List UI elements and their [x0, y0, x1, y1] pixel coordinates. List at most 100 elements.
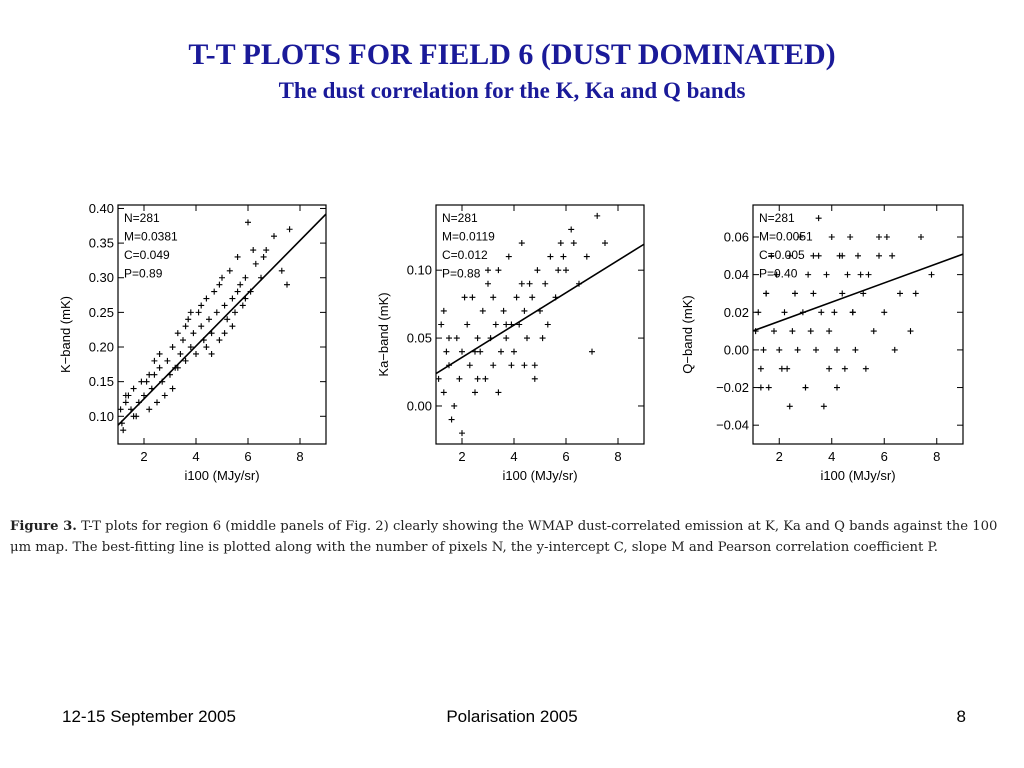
data-point [555, 267, 562, 274]
data-point [789, 328, 796, 335]
data-point [466, 362, 473, 369]
y-tick-label: 0.40 [89, 201, 114, 216]
data-point [857, 271, 864, 278]
y-axis-label: Ka−band (mK) [376, 292, 391, 376]
data-point [518, 280, 525, 287]
data-point [461, 294, 468, 301]
plot-frame [752, 204, 964, 445]
data-point [865, 271, 872, 278]
data-point [260, 253, 267, 260]
x-tick-label: 8 [614, 449, 621, 464]
data-point [849, 309, 856, 316]
data-point [602, 240, 608, 247]
data-point [757, 365, 764, 372]
data-point [513, 294, 520, 301]
data-point [122, 399, 129, 406]
plot-frame [435, 204, 645, 445]
data-point [813, 346, 819, 353]
data-point [234, 253, 241, 260]
data-point [242, 274, 249, 281]
data-point [187, 344, 194, 351]
data-point [446, 335, 452, 342]
figure-label: Figure 3. [10, 519, 77, 534]
data-point [563, 267, 569, 274]
data-point [482, 375, 489, 382]
data-point [284, 281, 290, 288]
data-point [839, 252, 846, 259]
data-point [229, 323, 236, 330]
stat-label: P=0.88 [442, 267, 481, 281]
data-point [169, 344, 176, 351]
data-point [852, 346, 859, 353]
data-point [490, 294, 497, 301]
data-point [547, 253, 554, 260]
data-point [185, 316, 192, 323]
x-tick-label: 6 [562, 449, 569, 464]
data-point [216, 337, 223, 344]
data-point [508, 362, 515, 369]
data-point [847, 233, 854, 240]
data-point [755, 309, 762, 316]
data-point [834, 346, 840, 353]
data-point [221, 330, 228, 337]
data-point [459, 430, 465, 437]
data-point [889, 252, 896, 259]
data-point [250, 247, 257, 254]
data-point [784, 365, 791, 372]
stat-label: M=0.0381 [124, 230, 178, 244]
footer-date: 12-15 September 2005 [62, 707, 236, 726]
data-point [876, 252, 882, 259]
data-point [440, 307, 447, 314]
data-point [531, 375, 538, 382]
data-point [154, 399, 160, 406]
data-point [826, 328, 833, 335]
data-point [203, 295, 210, 302]
data-point [912, 290, 919, 297]
data-point [883, 233, 890, 240]
data-point [472, 389, 478, 396]
x-axis-label: i100 (MJy/sr) [502, 468, 577, 483]
data-point [443, 348, 450, 355]
data-point [534, 267, 541, 274]
data-point [870, 328, 877, 335]
data-point [531, 362, 538, 369]
data-point [485, 280, 491, 287]
data-point [776, 346, 783, 353]
data-point [570, 240, 577, 247]
data-point [156, 350, 163, 357]
data-point [805, 271, 812, 278]
data-point [219, 274, 225, 281]
data-point [881, 309, 888, 316]
x-tick-label: 6 [244, 449, 251, 464]
data-point [182, 357, 189, 364]
data-point [518, 240, 525, 247]
footer-event: Polarisation 2005 [446, 707, 578, 726]
data-point [794, 346, 801, 353]
data-point [485, 267, 491, 274]
data-point [146, 406, 153, 413]
x-tick-label: 4 [828, 449, 835, 464]
data-point [771, 328, 777, 335]
data-point [143, 378, 150, 385]
x-tick-label: 4 [192, 449, 199, 464]
stat-label: P=0.40 [759, 267, 798, 281]
data-point [524, 335, 530, 342]
data-point [278, 267, 285, 274]
data-point [765, 384, 772, 391]
data-point [511, 348, 517, 355]
x-axis-label: i100 (MJy/sr) [184, 468, 259, 483]
data-point [763, 290, 770, 297]
y-tick-label: 0.30 [89, 270, 114, 285]
data-point [130, 385, 137, 392]
data-point [841, 365, 848, 372]
data-points [436, 212, 608, 437]
data-point [876, 233, 882, 240]
data-point [195, 309, 202, 316]
data-point [781, 309, 788, 316]
data-point [839, 290, 846, 297]
data-point [174, 330, 181, 337]
best-fit-line [436, 243, 644, 375]
data-point [436, 375, 442, 382]
slide-title: T-T PLOTS FOR FIELD 6 (DUST DOMINATED) [188, 38, 836, 71]
data-point [118, 406, 124, 413]
